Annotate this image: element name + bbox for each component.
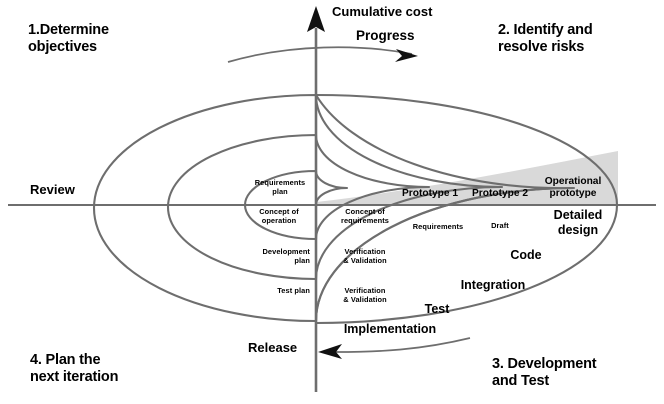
release-arrowhead-icon xyxy=(318,344,342,359)
quadrant-4-label: 4. Plan the next iteration xyxy=(30,352,119,386)
prototype-band-wedge xyxy=(316,151,618,205)
concept-of-operation-label: Concept of operation xyxy=(259,207,299,225)
detailed-design-label: Detailed design xyxy=(553,208,603,237)
progress-arrowhead-icon xyxy=(395,49,418,62)
progress-label: Progress xyxy=(356,28,415,43)
requirements-label: Requirements xyxy=(412,222,464,231)
test-label: Test xyxy=(424,302,450,316)
verification-validation-2-label: Verification & Validation xyxy=(343,286,387,304)
concept-of-requirements-label: Concept of requirements xyxy=(340,207,390,225)
release-arrow-curve xyxy=(335,337,471,353)
prototype-2-label: Prototype 2 xyxy=(471,188,529,199)
progress-arrow-curve xyxy=(227,46,413,63)
vertical-axis-arrowhead-icon xyxy=(307,6,325,32)
quadrant-3-label: 3. Development and Test xyxy=(492,356,597,390)
verification-validation-1-label: Verification & Validation xyxy=(343,247,387,265)
draft-label: Draft xyxy=(491,221,509,230)
implementation-label: Implementation xyxy=(343,322,437,336)
quadrant-2-label: 2. Identify and resolve risks xyxy=(498,22,593,56)
code-label: Code xyxy=(510,248,542,262)
cumulative-cost-label: Cumulative cost xyxy=(332,4,433,19)
review-label: Review xyxy=(30,182,75,197)
integration-label: Integration xyxy=(460,278,526,292)
requirements-plan-label: Requirements plan xyxy=(254,178,306,196)
release-label: Release xyxy=(248,340,298,355)
prototype-1-label: Prototype 1 xyxy=(401,188,459,199)
spiral-outermost-arc xyxy=(314,93,619,325)
development-plan-label: Development plan xyxy=(262,247,310,265)
operational-prototype-label: Operational prototype xyxy=(544,176,602,200)
spiral-path xyxy=(92,93,576,323)
spiral-outer-path xyxy=(314,93,575,323)
test-plan-label: Test plan xyxy=(277,286,310,295)
quadrant-1-label: 1.Determine objectives xyxy=(28,22,109,56)
